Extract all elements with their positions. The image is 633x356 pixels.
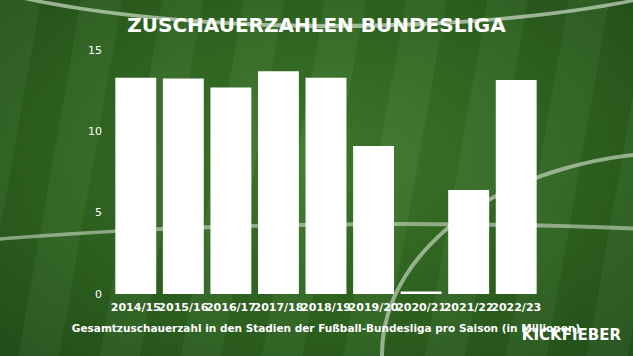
svg-text:2019/20: 2019/20 bbox=[349, 301, 399, 314]
svg-text:2016/17: 2016/17 bbox=[206, 301, 256, 314]
svg-text:15: 15 bbox=[88, 44, 102, 57]
svg-text:2015/16: 2015/16 bbox=[158, 301, 208, 314]
svg-text:2017/18: 2017/18 bbox=[253, 301, 303, 314]
svg-text:2014/15: 2014/15 bbox=[111, 301, 161, 314]
svg-text:Gesamtzuschauerzahl in den Sta: Gesamtzuschauerzahl in den Stadien der F… bbox=[72, 322, 580, 334]
svg-text:5: 5 bbox=[95, 206, 102, 219]
svg-text:2022/23: 2022/23 bbox=[491, 301, 541, 314]
svg-text:ZUSCHAUERZAHLEN BUNDESLIGA: ZUSCHAUERZAHLEN BUNDESLIGA bbox=[127, 13, 506, 37]
svg-text:2020/21: 2020/21 bbox=[396, 301, 446, 314]
svg-text:2021/22: 2021/22 bbox=[444, 301, 494, 314]
svg-text:10: 10 bbox=[88, 125, 102, 138]
svg-text:0: 0 bbox=[95, 288, 102, 301]
svg-text:2018/19: 2018/19 bbox=[301, 301, 351, 314]
svg-text:KICKFIEBER: KICKFIEBER bbox=[521, 325, 621, 344]
